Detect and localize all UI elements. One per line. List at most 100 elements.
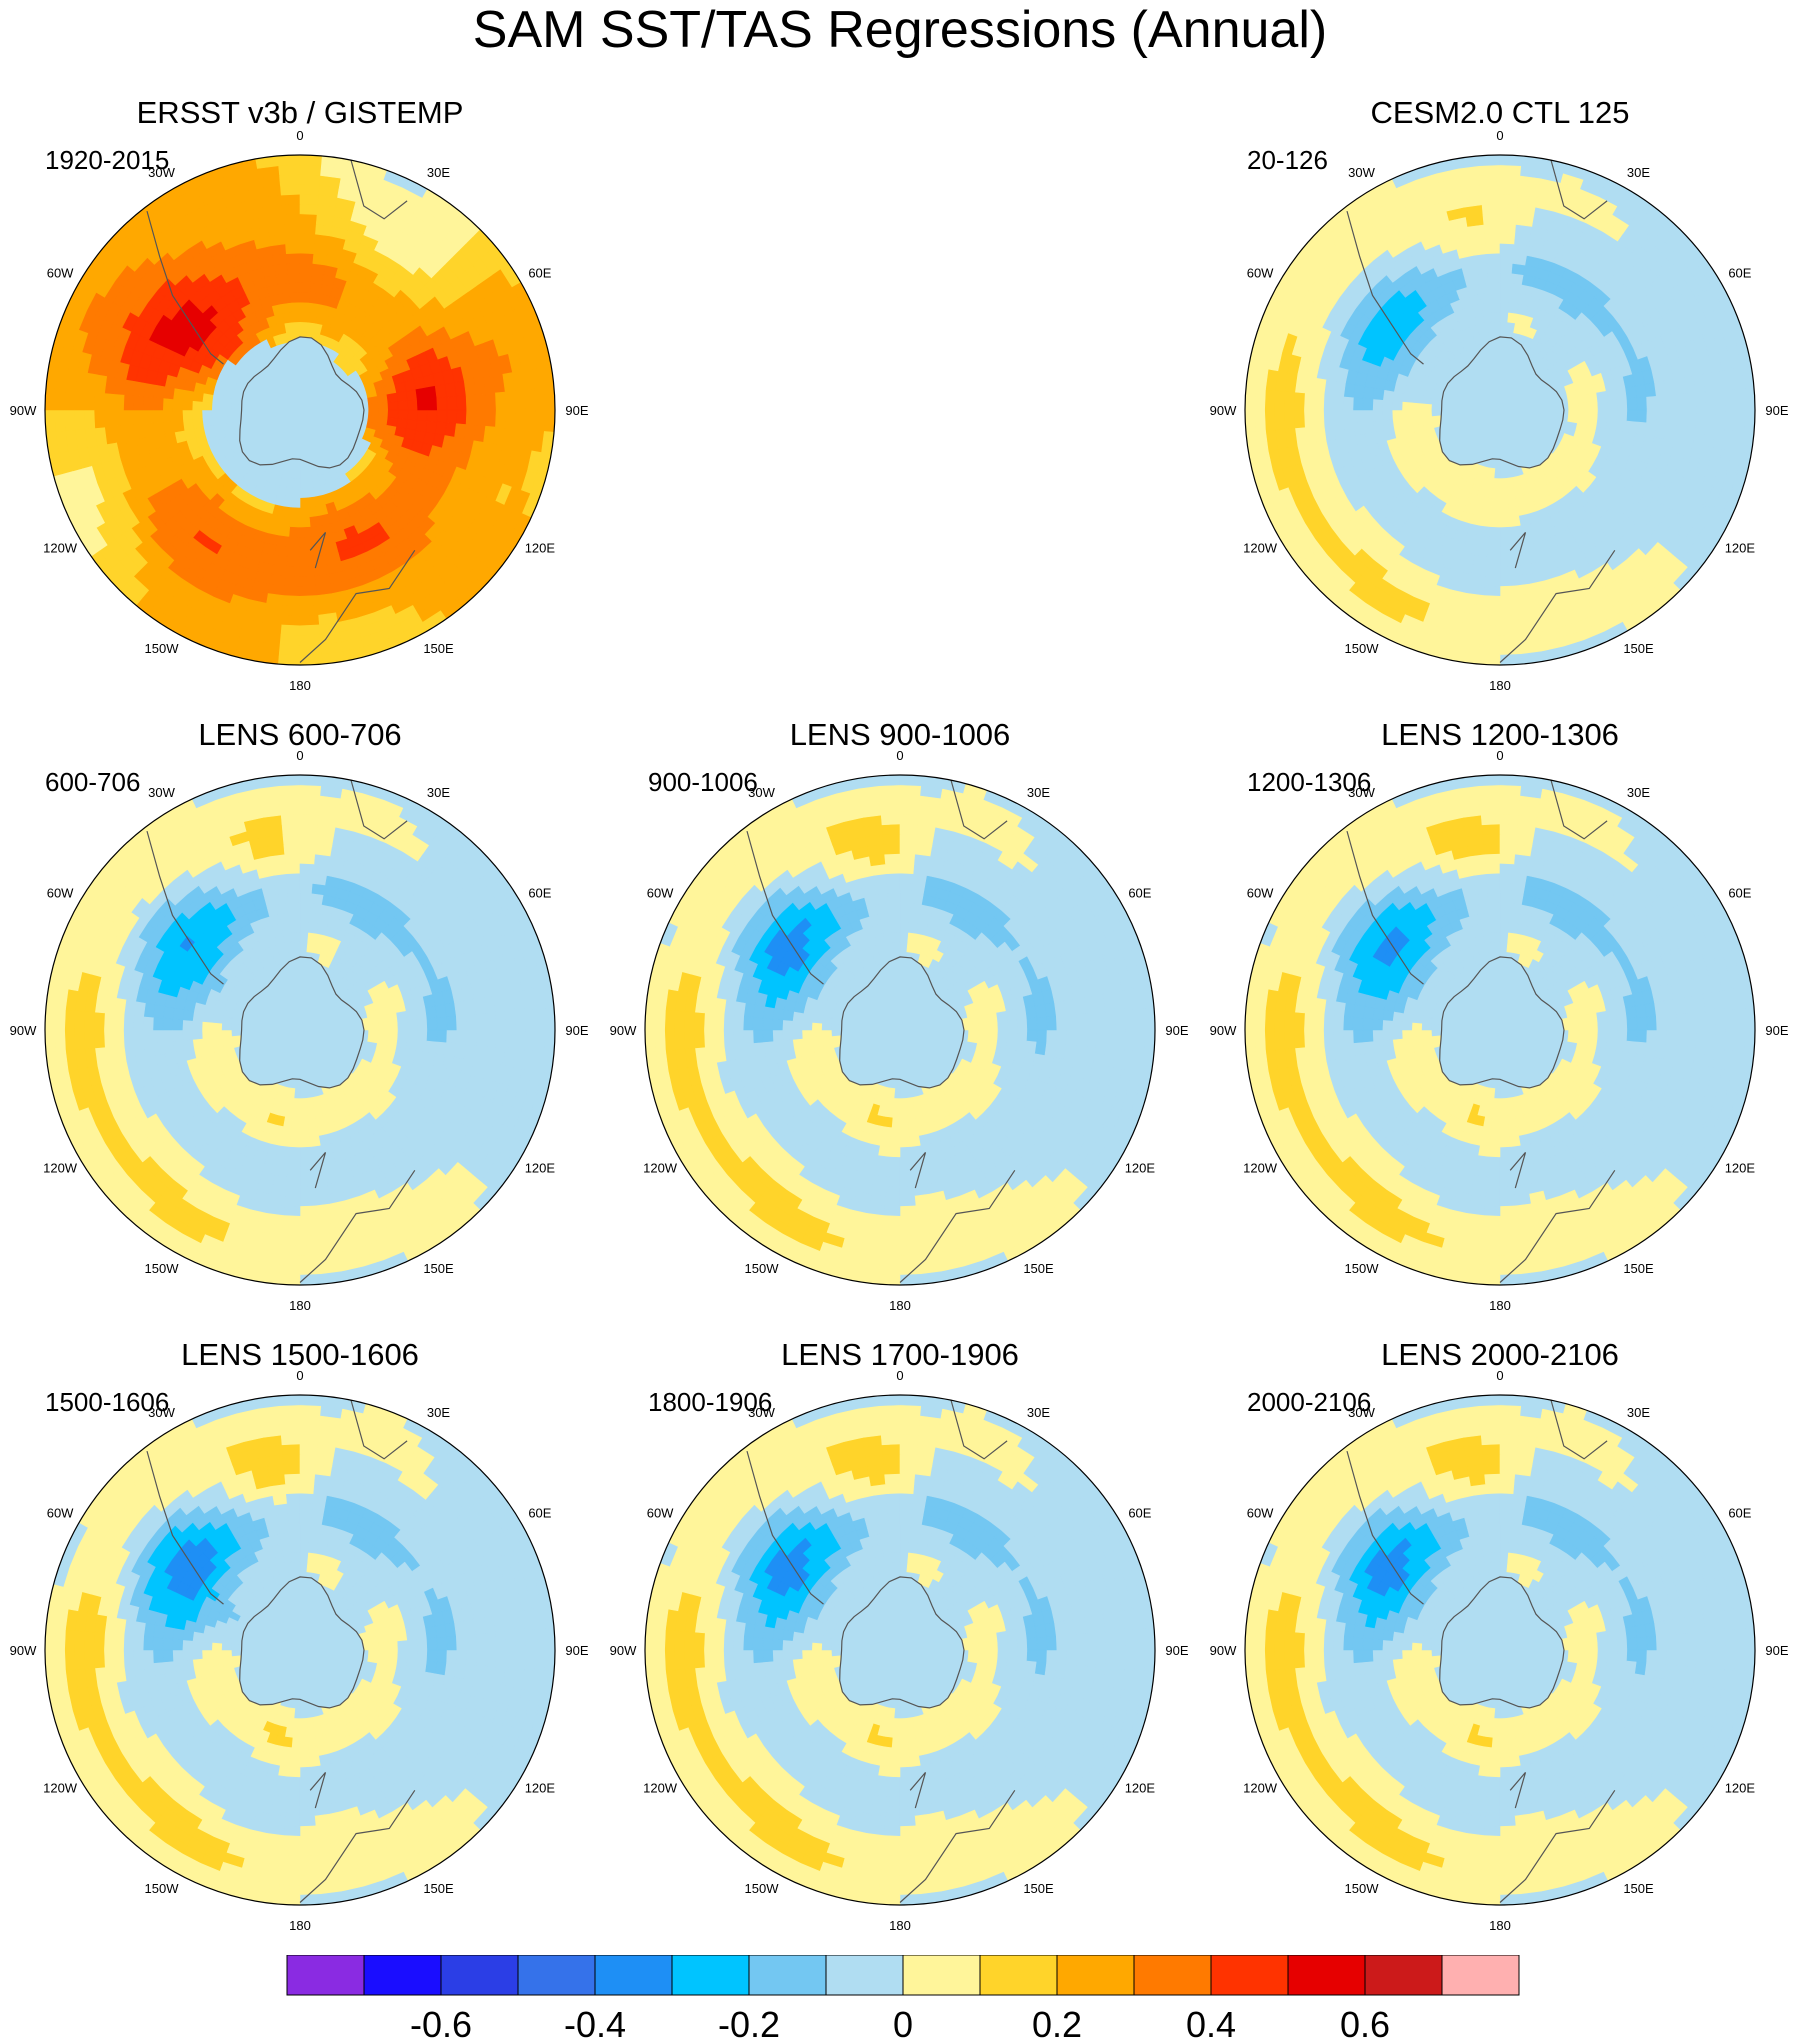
field-cell [200,401,213,411]
longitude-label: 150W [1345,641,1380,656]
field-cell [299,1098,308,1110]
field-cell [1577,409,1590,419]
longitude-label: 60E [1728,266,1751,281]
field-cell [299,468,307,481]
field-cell [377,1021,390,1031]
field-cell [291,1107,301,1120]
field-cell [200,1029,213,1039]
field-cell [299,320,309,333]
field-cell [1400,401,1413,411]
longitude-label: 90W [10,403,37,418]
longitude-label: 180 [289,678,311,693]
field-cell [1587,409,1600,419]
field-cell [1491,487,1501,500]
field-cell [291,320,301,333]
field-cell [1499,320,1509,333]
field-cell [1597,409,1610,420]
antarctica-land [1439,336,1565,469]
field-cell [1429,409,1442,417]
field-cell [1499,497,1509,510]
field-cell [200,1021,213,1031]
longitude-label: 120E [525,541,556,556]
field-cell [299,930,309,943]
field-cell [299,1107,309,1120]
panel-period: 600-706 [45,767,141,797]
field-cell [299,1127,310,1140]
field-cell [368,1022,380,1031]
field-cell [290,920,301,933]
coastline [1509,532,1527,569]
panel-title: CESM2.0 CTL 125 [1370,95,1630,130]
field-cell [1587,401,1600,411]
longitude-label: 30W [1348,165,1375,180]
coastline [1346,210,1424,365]
field-cell [299,155,323,167]
field-layer [45,155,555,665]
field-cell [290,1127,301,1140]
field-cell [299,507,310,520]
field-cell [1245,387,1257,411]
field-cell [1491,310,1501,323]
longitude-label: 60E [528,266,551,281]
longitude-label: 120E [1725,541,1756,556]
field-cell [220,409,232,418]
field-cell [291,310,301,323]
field-layer [1245,155,1755,665]
panel-title: ERSST v3b / GISTEMP [136,95,464,130]
field-cell [1568,402,1580,411]
field-cell [299,940,309,953]
field-cell [397,1020,410,1031]
longitude-label: 60W [47,266,74,281]
field-cell [1499,507,1510,520]
field-cell [1597,400,1610,411]
longitude-label: 90E [1765,403,1788,418]
field-cell [277,155,301,167]
field-cell [1490,300,1501,313]
field-cell [299,497,309,510]
map-outline [44,154,556,666]
field-cell [291,487,301,500]
map-outline [1244,154,1756,666]
longitude-label: 30E [427,165,450,180]
field-cell [190,1020,203,1031]
field-cell [299,487,309,500]
longitude-label: 0 [1496,128,1503,143]
field-layer [45,775,555,1285]
field-cell [1410,401,1423,411]
panel-period: 1920-2015 [45,145,170,175]
field-cell [45,387,57,411]
field-cell [387,1021,400,1031]
field-cell [387,409,400,419]
field-cell [1499,300,1510,313]
field-cell [229,409,242,417]
field-cell [190,1029,203,1040]
panel-title: LENS 600-706 [198,717,402,752]
field-cell [1499,487,1509,500]
antarctica-land [239,336,365,469]
field-cell [397,400,410,411]
field-cell [291,1117,301,1130]
field-cell [299,1088,307,1101]
longitude-label: 120W [43,541,78,556]
longitude-label: 90W [1210,403,1237,418]
field-cell [377,1029,390,1039]
field-cell [1390,409,1403,420]
panel-period: 20-126 [1247,145,1328,175]
field-cell [1499,478,1508,490]
field-cell [543,387,555,411]
field-cell [210,1029,223,1039]
field-cell [299,478,308,490]
field-cell [377,409,390,419]
field-cell [1491,320,1501,333]
field-cell [368,402,380,411]
field-cell [397,409,410,420]
longitude-label: 0 [296,128,303,143]
field-cell [229,1029,242,1037]
field-cell [397,1029,410,1040]
field-cell [1410,409,1423,419]
longitude-label: 30E [1627,165,1650,180]
coastline [1550,159,1608,220]
coastline [1499,549,1616,663]
